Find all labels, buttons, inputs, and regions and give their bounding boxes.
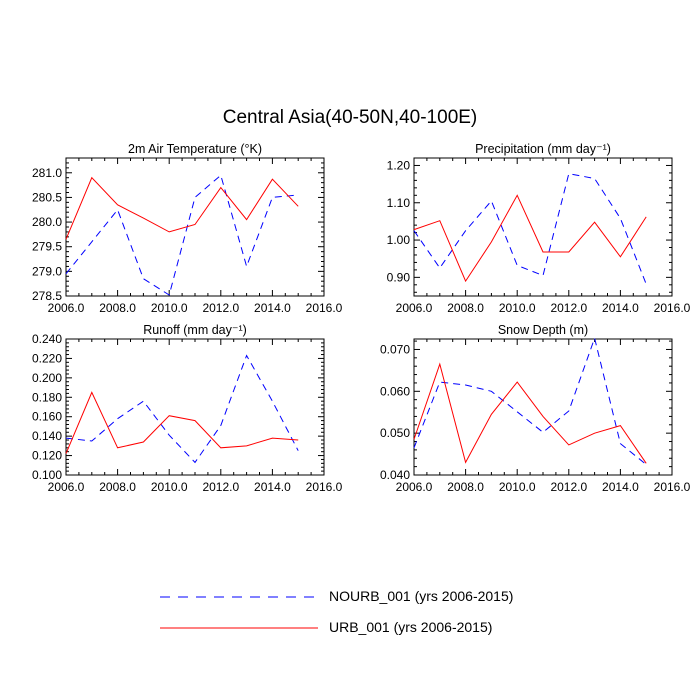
x-tick-label: 2014.0 bbox=[254, 480, 291, 494]
y-tick-label: 0.180 bbox=[32, 390, 62, 404]
x-tick-label: 2006.0 bbox=[396, 301, 433, 315]
y-tick-label: 0.240 bbox=[32, 332, 62, 346]
x-tick-label: 2008.0 bbox=[99, 301, 136, 315]
series-line-nourb bbox=[413, 336, 647, 465]
x-tick-label: 2012.0 bbox=[202, 480, 239, 494]
y-tick-label: 0.90 bbox=[387, 270, 411, 284]
chart-panel-2: Precipitation (mm day⁻¹) 2006.0 2008.0 2010… bbox=[387, 142, 691, 315]
y-tick-label: 280.0 bbox=[32, 215, 62, 229]
y-tick-label: 1.20 bbox=[387, 158, 411, 172]
x-tick-label: 2008.0 bbox=[99, 480, 136, 494]
y-tick-label: 0.200 bbox=[32, 371, 62, 385]
series-line-nourb bbox=[65, 354, 299, 464]
x-tick-label: 2006.0 bbox=[48, 480, 85, 494]
x-tick-label: 2012.0 bbox=[550, 480, 587, 494]
y-tick-label: 0.220 bbox=[32, 351, 62, 365]
x-tick-label: 2014.0 bbox=[602, 480, 639, 494]
y-tick-label: 0.100 bbox=[32, 468, 62, 482]
x-tick-label: 2016.0 bbox=[654, 301, 691, 315]
panel-title: 2m Air Temperature (°K) bbox=[128, 142, 262, 156]
y-tick-label: 0.120 bbox=[32, 449, 62, 463]
y-tick-label: 281.0 bbox=[32, 166, 62, 180]
x-tick-label: 2008.0 bbox=[447, 480, 484, 494]
y-tick-label: 0.070 bbox=[380, 342, 410, 356]
x-tick-label: 2010.0 bbox=[151, 301, 188, 315]
series-line-urb bbox=[65, 391, 299, 454]
y-tick-label: 0.160 bbox=[32, 410, 62, 424]
series-line-nourb bbox=[65, 174, 299, 296]
x-tick-label: 2014.0 bbox=[254, 301, 291, 315]
panel-title: Precipitation (mm day⁻¹) bbox=[475, 142, 611, 156]
x-tick-label: 2006.0 bbox=[48, 301, 85, 315]
x-tick-label: 2010.0 bbox=[499, 301, 536, 315]
chart-panel-4: Snow Depth (m) 2006.0 2008.0 2010.0 2012.0 20… bbox=[380, 323, 691, 494]
panel-title: Snow Depth (m) bbox=[498, 323, 588, 337]
x-tick-label: 2016.0 bbox=[306, 480, 343, 494]
y-tick-label: 1.00 bbox=[387, 233, 411, 247]
chart-panel-3: Runoff (mm day⁻¹) 2006.0 2008.0 2010.0 2012.… bbox=[32, 323, 343, 494]
panel-title: Runoff (mm day⁻¹) bbox=[143, 323, 247, 337]
x-tick-label: 2012.0 bbox=[550, 301, 587, 315]
x-tick-label: 2006.0 bbox=[396, 480, 433, 494]
chart-panel-1: 2m Air Temperature (°K) 2006.0 2008.0 2010.… bbox=[32, 142, 343, 315]
y-tick-label: 280.5 bbox=[32, 190, 62, 204]
x-tick-label: 2010.0 bbox=[499, 480, 536, 494]
y-tick-label: 0.060 bbox=[380, 384, 410, 398]
y-tick-label: 279.5 bbox=[32, 240, 62, 254]
y-tick-label: 278.5 bbox=[32, 289, 62, 303]
series-line-urb bbox=[65, 176, 299, 240]
x-tick-label: 2014.0 bbox=[602, 301, 639, 315]
page-title: Central Asia(40-50N,40-100E) bbox=[222, 107, 478, 128]
y-tick-label: 279.0 bbox=[32, 264, 62, 278]
x-tick-label: 2016.0 bbox=[306, 301, 343, 315]
x-tick-label: 2012.0 bbox=[202, 301, 239, 315]
y-tick-label: 0.040 bbox=[380, 468, 410, 482]
x-tick-label: 2008.0 bbox=[447, 301, 484, 315]
y-tick-label: 0.140 bbox=[32, 429, 62, 443]
legend-label-urb: URB_001 (yrs 2006-2015) bbox=[329, 619, 493, 635]
x-tick-label: 2016.0 bbox=[654, 480, 691, 494]
series-line-urb bbox=[413, 362, 647, 464]
y-tick-label: 0.050 bbox=[380, 426, 410, 440]
series-line-urb bbox=[413, 194, 647, 283]
legend-label-nourb: NOURB_001 (yrs 2006-2015) bbox=[329, 588, 514, 604]
y-tick-label: 1.10 bbox=[387, 196, 411, 210]
x-tick-label: 2010.0 bbox=[151, 480, 188, 494]
